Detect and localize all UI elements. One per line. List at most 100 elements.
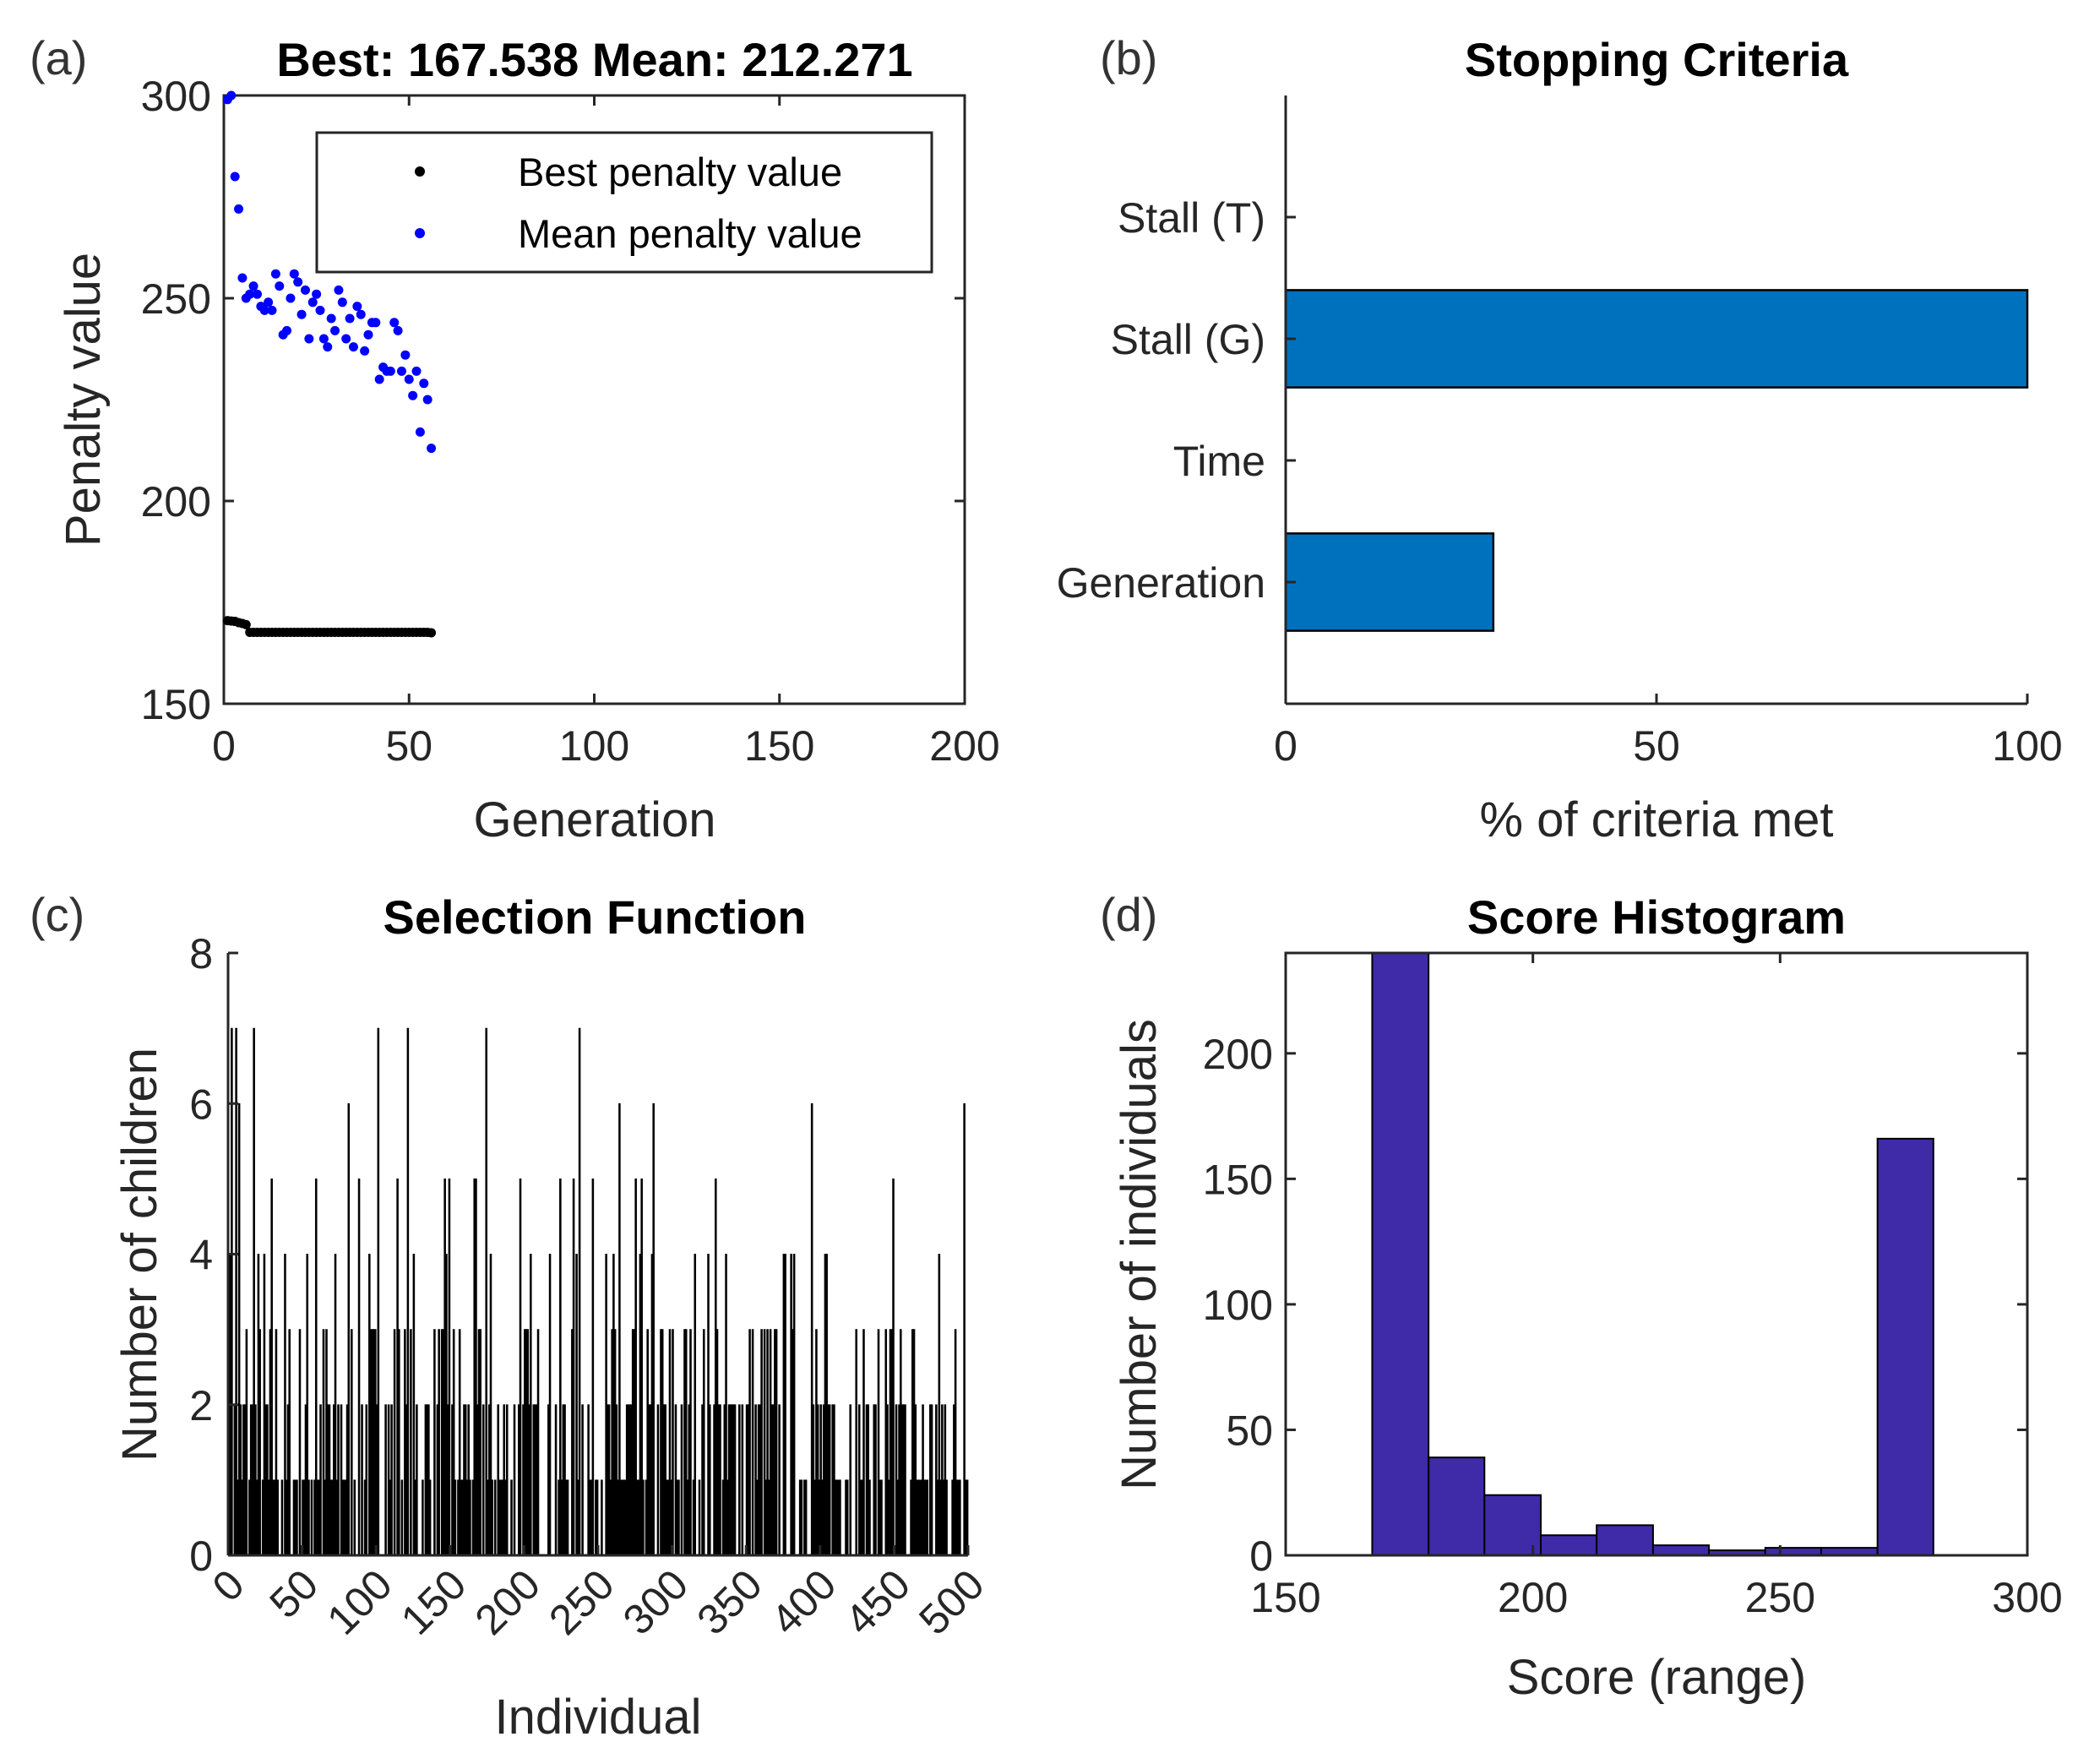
mean-penalty-point (348, 342, 358, 352)
children-bar (926, 1479, 929, 1556)
children-bar (410, 1329, 412, 1556)
mean-penalty-point (293, 277, 303, 287)
children-bar (800, 1479, 803, 1556)
children-bar (709, 1404, 711, 1556)
mean-penalty-point (307, 297, 318, 308)
children-bar (672, 1329, 674, 1556)
children-bar (505, 1404, 509, 1556)
chart-c-title: Selection Function (384, 890, 807, 944)
chart-a-ytick-label: 150 (141, 681, 211, 728)
mean-penalty-point (226, 90, 237, 101)
chart-c-ytick-label: 6 (189, 1081, 213, 1128)
chart-c-xtick-label: 400 (762, 1560, 846, 1644)
children-bar (353, 1479, 356, 1556)
mean-penalty-point (411, 366, 422, 376)
children-bar (596, 1479, 599, 1556)
legend-marker-mean (415, 228, 425, 238)
children-bar (804, 1479, 808, 1556)
histogram-bar (1540, 1534, 1598, 1556)
mean-penalty-point (312, 289, 322, 299)
children-bar (384, 1404, 387, 1556)
chart-d-xtick-label: 150 (1250, 1574, 1320, 1621)
children-bar (554, 1404, 558, 1556)
children-bar (357, 1178, 361, 1556)
children-bar (930, 1404, 933, 1556)
panel-label-b: (b) (1100, 31, 1157, 84)
children-bar (422, 1479, 424, 1556)
chart-a-xtick-label: 200 (929, 722, 999, 770)
children-bar (390, 1404, 393, 1556)
children-bar (792, 1254, 796, 1556)
children-bar (581, 1404, 584, 1556)
children-bar (904, 1404, 906, 1556)
chart-a-xtick-label: 0 (212, 722, 236, 770)
mean-penalty-point (289, 269, 299, 279)
children-bar (416, 1404, 418, 1556)
mean-penalty-point (385, 366, 395, 376)
chart-c-xtick-label: 500 (910, 1560, 993, 1644)
children-bar (548, 1254, 552, 1556)
chart-d-xtick-label: 200 (1498, 1574, 1568, 1621)
children-bar (862, 1329, 865, 1556)
mean-penalty-point (356, 309, 366, 319)
mean-penalty-point (245, 289, 255, 299)
histogram-bar (1483, 1494, 1542, 1556)
mean-penalty-point (237, 273, 248, 283)
chart-b-category-label: Generation (1057, 559, 1265, 607)
panel-label-c: (c) (30, 888, 84, 941)
chart-c-xtick-label: 250 (540, 1560, 623, 1644)
children-bar (513, 1404, 516, 1556)
children-bar (784, 1254, 786, 1556)
children-bar (689, 1329, 692, 1556)
chart-a-xtick-label: 50 (385, 722, 432, 770)
mean-penalty-point (315, 305, 325, 315)
stopping-criteria-bar (1284, 289, 2029, 389)
chart-b-category-label: Time (1173, 438, 1265, 485)
chart-a-ytick-label: 300 (141, 73, 211, 120)
children-bar (959, 1479, 961, 1556)
chart-b-category-label: Stall (T) (1118, 194, 1265, 242)
children-bar (280, 1479, 284, 1556)
mean-penalty-point (427, 444, 437, 454)
panel-label-d: (d) (1100, 888, 1157, 941)
mean-penalty-point (360, 346, 370, 356)
children-bar (694, 1254, 697, 1556)
children-bar (245, 1329, 248, 1556)
mean-penalty-point (396, 366, 406, 376)
panel-c: (c) Selection Function 0 5010015020025030… (30, 888, 993, 1745)
children-bar (319, 1404, 322, 1556)
mean-penalty-point (352, 302, 362, 312)
chart-a-ytick-label: 200 (141, 478, 211, 525)
children-bar (839, 1479, 841, 1556)
children-bar (361, 1404, 363, 1556)
stopping-criteria-bar (1284, 532, 1495, 632)
mean-penalty-point (371, 318, 381, 328)
mean-penalty-point (270, 269, 280, 279)
children-bar (365, 1404, 368, 1556)
chart-a-ytick-label: 250 (141, 275, 211, 323)
mean-penalty-point (252, 289, 262, 299)
chart-c-xtick-label: 450 (836, 1560, 920, 1644)
children-bar (485, 1027, 488, 1556)
mean-penalty-point (326, 313, 336, 324)
chart-d-xtick-label: 250 (1745, 1574, 1815, 1621)
mean-penalty-point (230, 172, 240, 182)
children-bar (276, 1479, 279, 1556)
children-bar (868, 1479, 871, 1556)
children-bar (393, 1329, 396, 1556)
children-bar (510, 1479, 513, 1556)
panel-b: (b) Stopping Criteria 0 50 100 Generation T… (1057, 31, 2063, 847)
children-bar (572, 1178, 575, 1556)
chart-c-xtick-label: 350 (688, 1560, 771, 1644)
chart-d-ylabel: Number of individuals (1112, 1019, 1167, 1490)
children-bar (493, 1479, 497, 1556)
children-bar (519, 1178, 522, 1556)
children-bar (400, 1479, 404, 1556)
mean-penalty-point (422, 395, 432, 405)
children-bar (288, 1329, 291, 1556)
chart-a-xtick-label: 150 (744, 722, 814, 770)
children-bar (751, 1329, 754, 1556)
children-bar (680, 1404, 683, 1556)
mean-penalty-point (318, 334, 329, 344)
chart-a-ylabel: Penalty value (56, 253, 111, 547)
